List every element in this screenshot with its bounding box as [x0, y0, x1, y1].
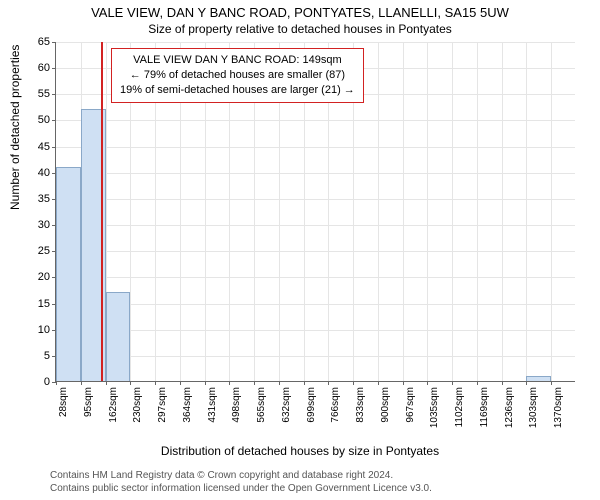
ytick-label: 30	[38, 219, 56, 231]
xtick-mark	[279, 381, 280, 385]
grid-line-h	[56, 225, 575, 226]
xtick-mark	[427, 381, 428, 385]
xtick-label: 95sqm	[81, 387, 94, 417]
annotation-line1: VALE VIEW DAN Y BANC ROAD: 149sqm	[120, 53, 355, 68]
annotation-box: VALE VIEW DAN Y BANC ROAD: 149sqm ← 79% …	[111, 48, 364, 103]
grid-line-h	[56, 277, 575, 278]
ytick-label: 50	[38, 114, 56, 126]
grid-line-v	[526, 42, 527, 381]
xtick-label: 632sqm	[279, 387, 292, 423]
xtick-mark	[254, 381, 255, 385]
xtick-mark	[106, 381, 107, 385]
ytick-label: 60	[38, 62, 56, 74]
xtick-mark	[81, 381, 82, 385]
xtick-mark	[551, 381, 552, 385]
grid-line-h	[56, 330, 575, 331]
xtick-label: 1303sqm	[526, 387, 539, 428]
xtick-mark	[477, 381, 478, 385]
xtick-label: 766sqm	[328, 387, 341, 423]
grid-line-h	[56, 42, 575, 43]
ytick-label: 25	[38, 245, 56, 257]
grid-line-h	[56, 199, 575, 200]
xtick-mark	[378, 381, 379, 385]
reference-line	[101, 42, 103, 381]
xtick-label: 230sqm	[130, 387, 143, 423]
chart-title: VALE VIEW, DAN Y BANC ROAD, PONTYATES, L…	[0, 5, 600, 20]
xtick-label: 699sqm	[304, 387, 317, 423]
xtick-label: 364sqm	[180, 387, 193, 423]
grid-line-h	[56, 120, 575, 121]
xtick-mark	[56, 381, 57, 385]
xtick-label: 1236sqm	[502, 387, 515, 428]
ytick-label: 15	[38, 298, 56, 310]
xtick-label: 431sqm	[205, 387, 218, 423]
xtick-mark	[502, 381, 503, 385]
xtick-mark	[526, 381, 527, 385]
chart-container: VALE VIEW, DAN Y BANC ROAD, PONTYATES, L…	[0, 0, 600, 500]
ytick-label: 55	[38, 88, 56, 100]
y-axis-label: Number of detached properties	[8, 45, 22, 210]
histogram-bar	[106, 292, 131, 381]
xtick-label: 833sqm	[353, 387, 366, 423]
xtick-mark	[328, 381, 329, 385]
xtick-label: 900sqm	[378, 387, 391, 423]
x-axis-label: Distribution of detached houses by size …	[0, 444, 600, 458]
footer: Contains HM Land Registry data © Crown c…	[50, 469, 432, 495]
xtick-label: 498sqm	[229, 387, 242, 423]
xtick-label: 1102sqm	[452, 387, 465, 427]
ytick-label: 0	[44, 376, 56, 388]
grid-line-v	[452, 42, 453, 381]
histogram-bar	[526, 376, 551, 381]
grid-line-v	[378, 42, 379, 381]
xtick-label: 1169sqm	[477, 387, 490, 427]
xtick-mark	[130, 381, 131, 385]
xtick-label: 1035sqm	[427, 387, 440, 428]
grid-line-v	[551, 42, 552, 381]
grid-line-v	[427, 42, 428, 381]
xtick-label: 162sqm	[106, 387, 119, 423]
grid-line-v	[403, 42, 404, 381]
ytick-label: 5	[44, 350, 56, 362]
xtick-mark	[304, 381, 305, 385]
xtick-mark	[205, 381, 206, 385]
ytick-label: 40	[38, 167, 56, 179]
xtick-label: 565sqm	[254, 387, 267, 423]
grid-line-v	[502, 42, 503, 381]
annotation-line3: 19% of semi-detached houses are larger (…	[120, 83, 355, 98]
footer-line2: Contains public sector information licen…	[50, 482, 432, 495]
xtick-mark	[353, 381, 354, 385]
xtick-mark	[403, 381, 404, 385]
chart-subtitle: Size of property relative to detached ho…	[0, 22, 600, 36]
xtick-mark	[229, 381, 230, 385]
histogram-bar	[56, 167, 81, 381]
ytick-label: 35	[38, 193, 56, 205]
ytick-label: 65	[38, 36, 56, 48]
ytick-label: 10	[38, 324, 56, 336]
grid-line-h	[56, 356, 575, 357]
grid-line-v	[477, 42, 478, 381]
ytick-label: 20	[38, 271, 56, 283]
xtick-label: 967sqm	[403, 387, 416, 423]
ytick-label: 45	[38, 141, 56, 153]
footer-line1: Contains HM Land Registry data © Crown c…	[50, 469, 432, 482]
plot-area: 0510152025303540455055606528sqm95sqm162s…	[55, 42, 575, 382]
grid-line-h	[56, 304, 575, 305]
xtick-label: 1370sqm	[551, 387, 564, 428]
grid-line-h	[56, 173, 575, 174]
grid-line-h	[56, 251, 575, 252]
xtick-mark	[155, 381, 156, 385]
xtick-label: 28sqm	[56, 387, 69, 417]
xtick-label: 297sqm	[155, 387, 168, 423]
grid-line-h	[56, 147, 575, 148]
annotation-line2: ← 79% of detached houses are smaller (87…	[120, 68, 355, 83]
xtick-mark	[452, 381, 453, 385]
xtick-mark	[180, 381, 181, 385]
